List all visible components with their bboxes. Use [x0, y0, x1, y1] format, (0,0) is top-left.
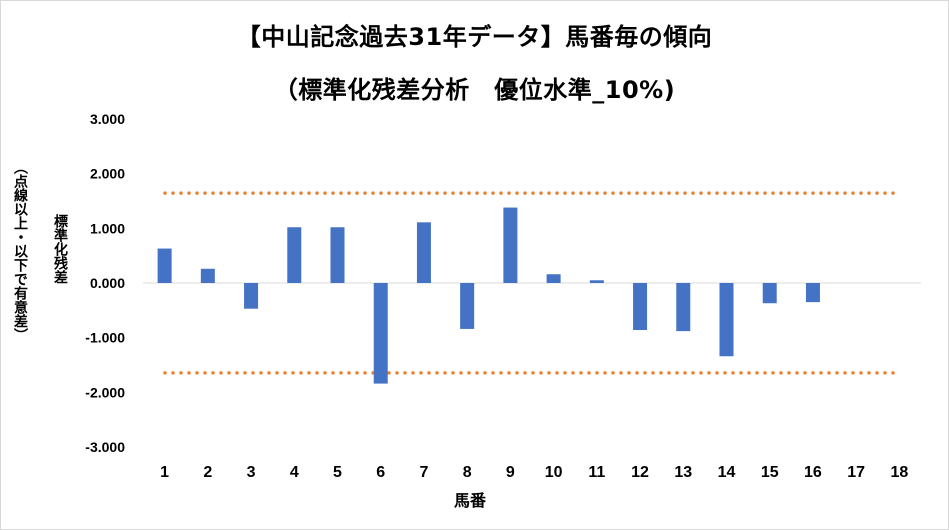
x-tick-label: 7	[419, 464, 428, 481]
x-tick-label: 4	[290, 464, 299, 481]
x-tick-label: 2	[203, 464, 212, 481]
y-axis-title-secondary: （点線以上・以下で有意差）	[12, 160, 28, 342]
bar	[589, 280, 604, 283]
x-tick-label: 8	[463, 464, 472, 481]
x-tick-label: 10	[545, 464, 563, 481]
bar	[633, 283, 648, 331]
x-tick-label: 6	[376, 464, 385, 481]
bar	[416, 222, 431, 283]
x-tick-label: 9	[506, 464, 515, 481]
chart-title-line2: （標準化残差分析 優位水準_10%)	[273, 76, 676, 104]
bar	[373, 283, 388, 384]
bar	[503, 207, 518, 283]
x-tick-label: 15	[761, 464, 779, 481]
x-tick-label: 11	[588, 464, 605, 481]
x-tick-label: 17	[847, 464, 865, 481]
bar	[330, 227, 345, 283]
x-tick-label: 13	[674, 464, 692, 481]
y-tick-label: -1.000	[85, 330, 125, 346]
x-tick-label: 12	[631, 464, 649, 481]
bar	[676, 283, 691, 332]
bar	[546, 274, 561, 283]
y-tick-label: 1.000	[90, 220, 125, 236]
y-tick-label: -3.000	[85, 439, 125, 455]
bar	[460, 283, 475, 329]
chart-title-line1: 【中山記念過去31年データ】馬番毎の傾向	[236, 23, 713, 51]
y-tick-label: -2.000	[85, 384, 125, 400]
y-tick-label: 0.000	[90, 275, 125, 291]
x-tick-label: 1	[160, 464, 169, 481]
x-tick-label: 16	[804, 464, 822, 481]
bar	[719, 283, 734, 357]
x-tick-label: 3	[247, 464, 256, 481]
bar	[244, 283, 259, 309]
y-tick-label: 3.000	[90, 111, 125, 127]
bar	[287, 227, 302, 283]
bar	[762, 283, 777, 304]
y-axis-title-primary: 標準化残差	[52, 214, 68, 284]
x-tick-label: 5	[333, 464, 342, 481]
bar	[805, 283, 820, 303]
bar	[200, 268, 215, 283]
x-tick-label: 14	[718, 464, 736, 481]
x-tick-label: 18	[890, 464, 908, 481]
bar	[157, 248, 172, 283]
x-axis-title: 馬番	[453, 491, 486, 510]
y-tick-label: 2.000	[90, 166, 125, 182]
